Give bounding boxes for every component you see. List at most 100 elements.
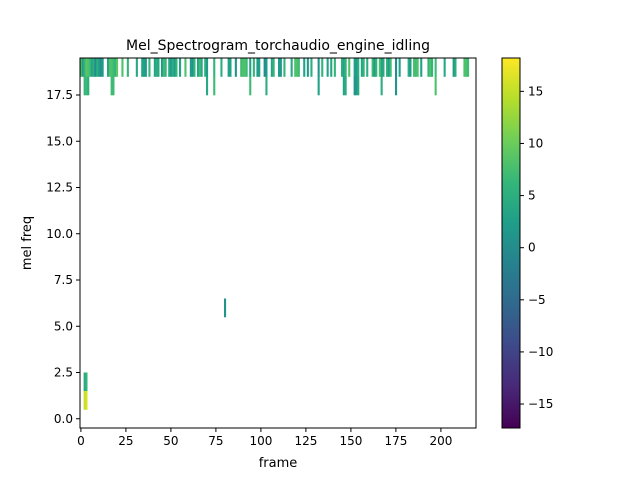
heatmap-cell <box>87 58 90 77</box>
heatmap-cell <box>83 391 86 410</box>
heatmap-cell <box>353 58 356 77</box>
heatmap-cell <box>427 58 430 77</box>
heatmap-cell <box>409 58 412 77</box>
heatmap-cell <box>344 58 347 77</box>
heatmap-cell <box>114 58 117 77</box>
colorbar-tick-label: 5 <box>528 189 536 203</box>
colorbar-tick-label: −5 <box>528 293 546 307</box>
heatmap-cell <box>296 58 299 77</box>
heatmap-cell <box>179 58 182 77</box>
x-axis-label: frame <box>259 456 298 471</box>
heatmap-cell <box>170 58 173 77</box>
heatmap-cell <box>184 58 187 77</box>
heatmap-cell <box>116 58 119 77</box>
heatmap-cell <box>96 58 99 77</box>
heatmap-cell <box>429 58 432 77</box>
heatmap-cell <box>213 58 216 77</box>
heatmap-cell <box>355 58 358 77</box>
heatmap-cell <box>242 58 245 77</box>
heatmap-cell <box>443 58 446 77</box>
heatmap-cell <box>197 58 200 77</box>
heatmap-cell <box>204 58 207 77</box>
heatmap-cell <box>306 58 309 77</box>
heatmap-cell <box>452 58 455 77</box>
x-axis-ticks: 0 25 50 75 100 125 150 175 200 <box>77 428 452 448</box>
heatmap-cell <box>353 76 356 96</box>
heatmap-cell <box>398 58 401 77</box>
heatmap-cell <box>143 58 146 77</box>
heatmap-cell <box>81 58 84 77</box>
heatmap-cell <box>279 58 282 77</box>
y-axis-ticks: 0.0 2.5 5.0 7.5 10.0 12.5 15.0 17.5 <box>46 88 80 426</box>
heatmap-cell <box>375 58 378 77</box>
heatmap-cell <box>148 58 151 77</box>
heatmap-cell <box>382 58 385 77</box>
heatmap-cell <box>395 76 398 96</box>
heatmap-cell <box>283 58 286 77</box>
colorbar-tick-label: −15 <box>528 397 553 411</box>
heatmap-cell <box>112 76 115 96</box>
x-tick-label: 175 <box>384 434 407 448</box>
heatmap-cell <box>249 58 252 77</box>
heatmap-cell <box>110 58 113 77</box>
x-tick-label: 200 <box>429 434 452 448</box>
heatmap-cell <box>98 58 101 77</box>
heatmap-cell <box>85 391 88 410</box>
heatmap-cell <box>157 58 160 77</box>
heatmap-cell <box>200 58 203 77</box>
heatmap-cell <box>161 58 164 77</box>
x-tick-label: 125 <box>294 434 317 448</box>
heatmap-cell <box>85 58 88 77</box>
heatmap-cell <box>173 58 176 77</box>
heatmap-cell <box>164 58 167 77</box>
heatmap-cell <box>92 58 95 77</box>
heatmap-cell <box>87 76 90 96</box>
heatmap-cell <box>467 58 470 77</box>
heatmap-cell <box>333 58 336 77</box>
heatmap-cell <box>414 58 417 77</box>
heatmap-cell <box>240 58 243 77</box>
heatmap-cell <box>265 58 268 77</box>
heatmap-cell <box>265 76 268 96</box>
x-tick-label: 100 <box>249 434 272 448</box>
colorbar-tick-label: 0 <box>528 241 536 255</box>
y-tick-label: 10.0 <box>46 227 73 241</box>
heatmap-cell <box>357 76 360 96</box>
heatmap-cell <box>198 58 201 77</box>
heatmap-cell <box>270 58 273 77</box>
y-tick-label: 17.5 <box>46 88 73 102</box>
heatmap-cell <box>171 58 174 77</box>
colorbar-tick-label: 15 <box>528 84 543 98</box>
heatmap-cell <box>144 58 147 77</box>
heatmap-cell <box>294 58 297 77</box>
heatmap-cell <box>252 58 255 77</box>
heatmap-cell <box>310 58 313 77</box>
chart-title: Mel_Spectrogram_torchaudio_engine_idling <box>126 38 430 54</box>
heatmap-cell <box>206 76 209 96</box>
heatmap-cell <box>83 76 86 96</box>
heatmap-cell <box>85 372 88 392</box>
heatmap-cell <box>413 58 416 77</box>
heatmap-cell <box>290 58 293 77</box>
heatmap-cell <box>420 58 423 77</box>
heatmap-cell <box>193 58 196 77</box>
heatmap-cell <box>258 58 261 77</box>
heatmap-cell <box>387 58 390 77</box>
heatmap-cell <box>303 58 306 77</box>
y-tick-label: 12.5 <box>46 181 73 195</box>
heatmap-cell <box>83 372 86 392</box>
heatmap-cell <box>83 58 86 77</box>
heatmap-cell <box>249 76 252 96</box>
heatmap-cell <box>155 58 158 77</box>
heatmap-cell <box>434 76 437 96</box>
heatmap-cell <box>213 76 216 96</box>
heatmap-cell <box>431 58 434 77</box>
heatmap-cell <box>206 58 209 77</box>
heatmap-cell <box>371 58 374 77</box>
heatmap-cell <box>141 58 144 77</box>
heatmap-cell <box>355 76 358 96</box>
heatmap-cell <box>366 58 369 77</box>
heatmap-cell <box>278 58 281 77</box>
heatmap-cell <box>90 58 93 77</box>
